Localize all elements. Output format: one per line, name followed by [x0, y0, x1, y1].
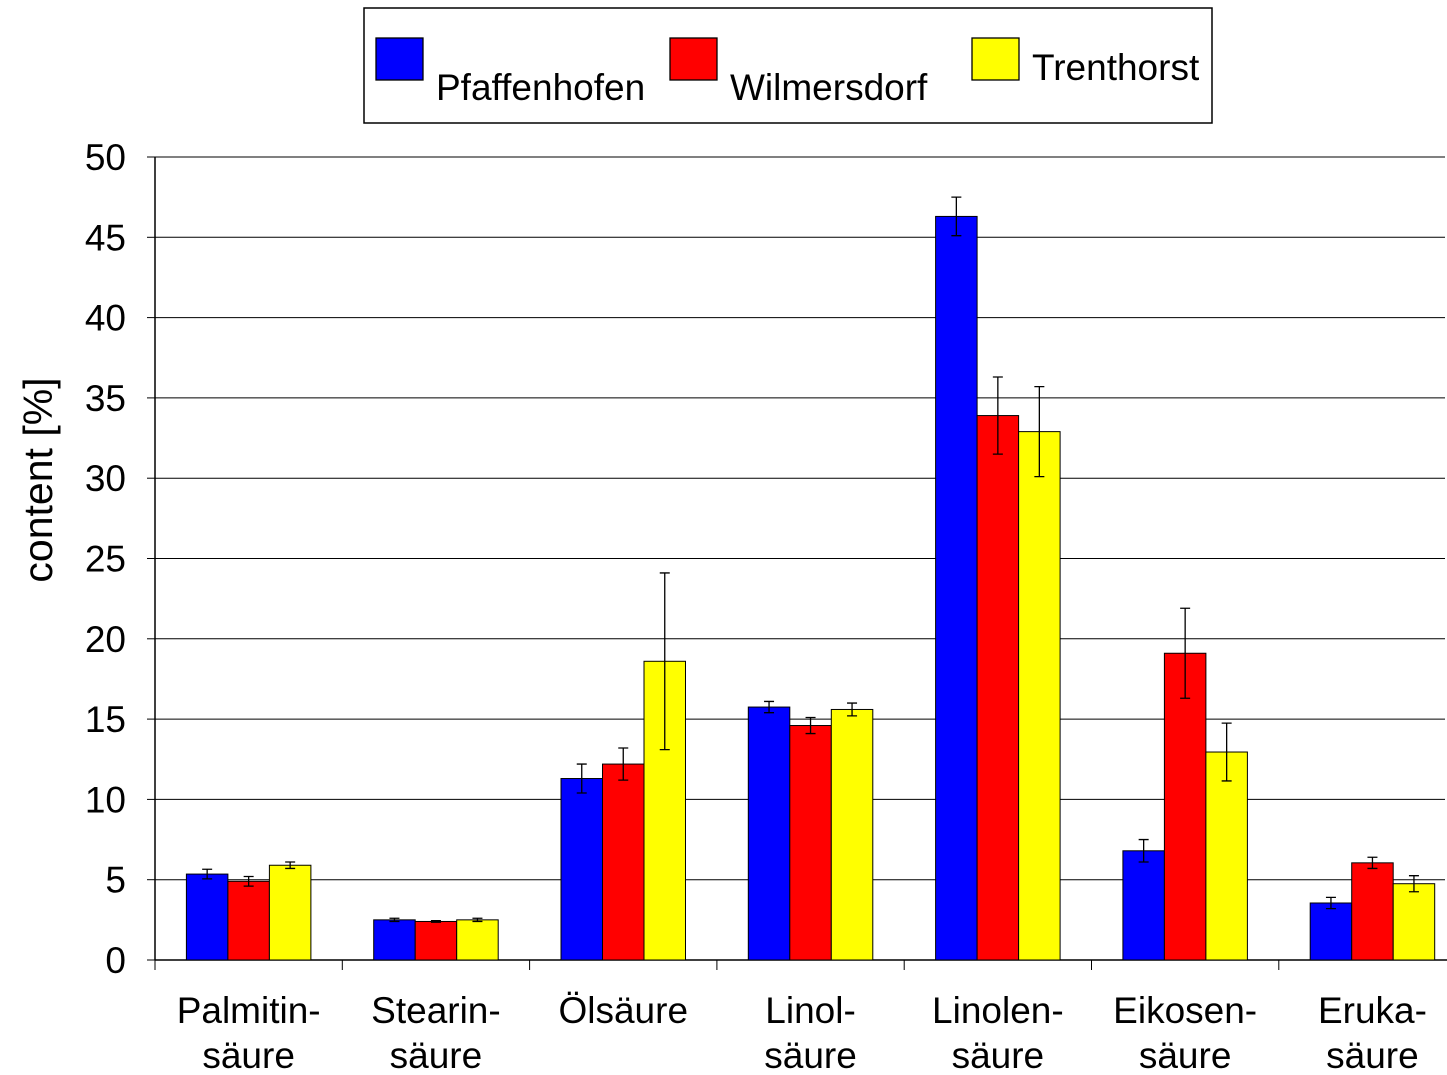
bar: [602, 763, 645, 961]
legend-swatch: [375, 37, 424, 81]
error-bar: [576, 763, 587, 794]
error-bar: [847, 702, 858, 717]
error-bar: [1221, 722, 1232, 782]
y-tick-label: 15: [85, 699, 126, 740]
error-bar: [659, 572, 670, 751]
bar: [935, 215, 978, 961]
bar: [1018, 431, 1061, 961]
x-tick-label: Eikosen-: [1113, 990, 1257, 1031]
legend-label: Pfaffenhofen: [436, 67, 645, 108]
error-bar: [430, 920, 441, 923]
error-bar: [1325, 896, 1336, 910]
bar: [185, 873, 229, 961]
bar: [560, 778, 603, 961]
error-bar: [285, 861, 296, 870]
y-tick-label: 10: [85, 779, 126, 820]
bar: [227, 880, 270, 961]
x-tick-label: säure: [1139, 1035, 1232, 1075]
legend-label: Trenthorst: [1032, 47, 1200, 88]
y-tick-label: 30: [85, 458, 126, 499]
y-tick-label: 0: [105, 940, 126, 981]
error-bar: [1138, 838, 1149, 863]
legend-swatch: [971, 37, 1020, 81]
x-tick-label: Eruka-: [1318, 990, 1427, 1031]
bar: [976, 415, 1020, 961]
error-bar: [202, 868, 213, 880]
error-bar: [1180, 607, 1191, 699]
bar: [456, 919, 499, 961]
x-tick-label: Palmitin-: [177, 990, 321, 1031]
error-bar: [992, 376, 1003, 455]
bar: [1122, 850, 1165, 961]
y-tick-label: 50: [85, 137, 126, 178]
error-bar: [243, 875, 254, 887]
y-axis-label: content [%]: [15, 377, 61, 582]
legend-swatch: [669, 37, 718, 81]
x-tick-label: säure: [202, 1035, 295, 1075]
x-tick-label: säure: [390, 1035, 483, 1075]
error-bar: [951, 196, 962, 237]
legend-label: Wilmersdorf: [730, 67, 928, 108]
x-tick-label: Linolen-: [932, 990, 1064, 1031]
bar: [830, 708, 874, 961]
bar: [1392, 883, 1436, 961]
error-bar: [764, 700, 775, 714]
bar: [373, 919, 416, 961]
bar: [268, 864, 312, 961]
bar: [1351, 862, 1394, 961]
bar: [789, 725, 832, 961]
error-bar: [805, 716, 816, 735]
x-tick-label: Stearin-: [371, 990, 501, 1031]
bar: [1309, 902, 1353, 961]
error-bar: [389, 917, 400, 923]
y-tick-label: 20: [85, 619, 126, 660]
y-tick-label: 25: [85, 539, 126, 580]
legend-box: [363, 7, 1213, 124]
error-bar: [472, 917, 483, 923]
y-tick-label: 5: [105, 860, 126, 901]
x-tick-label: Ölsäure: [558, 990, 688, 1031]
y-tick-label: 35: [85, 378, 126, 419]
y-tick-label: 45: [85, 217, 126, 258]
x-tick-label: säure: [952, 1035, 1045, 1075]
error-bar: [618, 747, 629, 781]
x-tick-label: säure: [1326, 1035, 1419, 1075]
error-bar: [1408, 875, 1419, 893]
error-bar: [1034, 386, 1045, 478]
y-tick-label: 40: [85, 298, 126, 339]
bar: [1205, 751, 1248, 961]
bar: [747, 706, 791, 961]
x-tick-label: säure: [764, 1035, 857, 1075]
bar: [1163, 652, 1207, 961]
x-tick-label: Linol-: [765, 990, 856, 1031]
error-bar: [1367, 856, 1378, 870]
bar: [414, 920, 458, 961]
